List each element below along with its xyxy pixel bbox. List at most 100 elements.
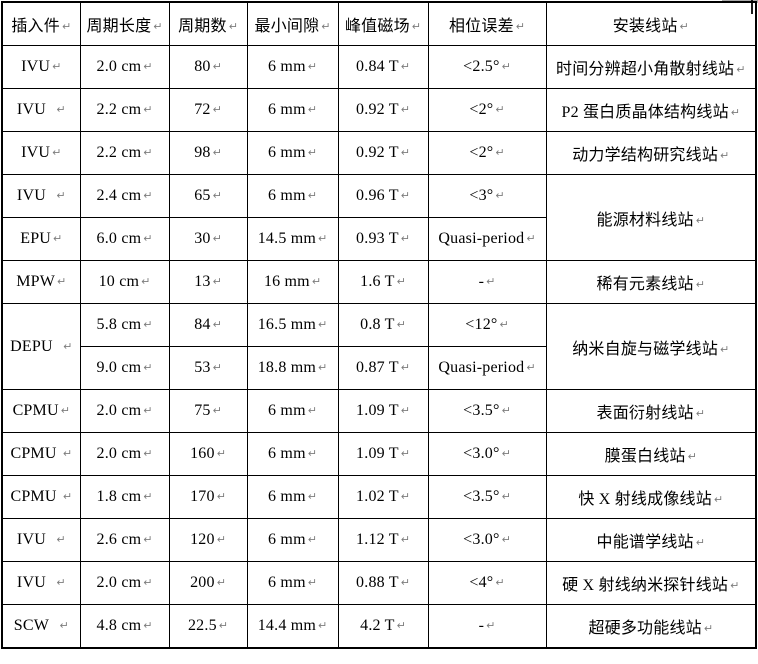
cell-min-gap: 6 mm ↵ [246,88,339,132]
cell-text: 1.8 cm [96,488,142,505]
cell-text: 0.84 T [356,58,399,75]
cell-peak-field: 0.88 T ↵ [337,561,429,605]
end-of-cell-mark-icon: ↵ [143,404,153,417]
cell-text: 5.8 cm [96,316,142,333]
end-of-cell-mark-icon: ↵ [216,576,226,589]
end-of-cell-mark-icon: ↵ [52,146,62,159]
cell-period-count: 170 ↵ [168,475,248,519]
cell-peak-field: 1.02 T ↵ [337,475,429,519]
header-peak-field: 峰值磁场 ↵ [337,1,429,46]
cell-period-length: 10 cm ↵ [79,260,170,304]
table-row: 9.0 cm ↵ 53 ↵ 18.8 mm ↵ 0.87 T ↵ Quasi-period ↵ [2,346,756,390]
cell-text: DEPU [10,337,62,355]
end-of-cell-mark-icon: ↵ [695,536,705,549]
end-of-cell-mark-icon: ↵ [720,149,730,162]
end-of-cell-mark-icon: ↵ [679,20,689,33]
table-row: IVU ↵ 2.6 cm ↵ 120 ↵ 6 mm ↵ 1.12 T ↵ <3.0° ↵ 中能谱学线站… [1,518,757,562]
header-label: 峰值磁场 [344,18,410,35]
cell-text: 22.5 [187,617,217,634]
header-label: 相位误差 [448,18,514,35]
end-of-cell-mark-icon: ↵ [495,576,505,589]
end-of-cell-mark-icon: ↵ [52,60,62,73]
cell-min-gap: 18.8 mm ↵ [246,346,339,390]
cell-beamline: 表面衍射线站 ↵ [545,389,757,433]
cell-text: <3.5° [463,402,500,419]
cell-text: IVU [16,531,55,548]
cell-period-length: 1.8 cm ↵ [79,475,170,519]
cell-text: - [478,617,485,634]
end-of-cell-mark-icon: ↵ [143,490,153,503]
cell-text: 1.09 T [356,402,399,419]
cell-text: IVU [21,58,51,75]
end-of-cell-mark-icon: ↵ [411,20,422,33]
cell-text: 0.92 T [356,101,399,118]
header-insert-device: 插入件 ↵ [1,1,81,46]
cell-text: 18.8 mm [257,359,317,376]
cell-phase-error: <4° ↵ [427,561,547,605]
cell-text: IVU [16,187,55,204]
cell-text: 6 mm [268,58,306,75]
end-of-cell-mark-icon: ↵ [695,278,705,291]
cell-text: 16.5 mm [257,316,317,333]
end-of-cell-mark-icon: ↵ [400,447,410,460]
end-of-cell-mark-icon: ↵ [400,404,410,417]
end-of-cell-mark-icon: ↵ [59,619,69,632]
end-of-cell-mark-icon: ↵ [695,213,705,227]
cell-min-gap: 6 mm ↵ [246,131,339,175]
end-of-cell-mark-icon: ↵ [143,318,153,331]
end-of-cell-mark-icon: ↵ [515,20,526,33]
cell-text: 稀有元素线站 [596,276,694,293]
end-of-cell-mark-icon: ↵ [501,533,511,546]
cell-text: CPMU [10,445,61,462]
cell-period-count: 72 ↵ [168,88,248,132]
cell-insert-device: DEPU ↵ [1,303,81,390]
cell-peak-field: 0.92 T ↵ [337,88,429,132]
end-of-cell-mark-icon: ↵ [396,275,406,288]
end-of-cell-mark-icon: ↵ [311,275,322,288]
end-of-cell-mark-icon: ↵ [216,447,226,460]
end-of-cell-mark-icon: ↵ [143,232,153,245]
header-period-length: 周期长度 ↵ [79,1,170,46]
end-of-cell-mark-icon: ↵ [526,361,536,374]
cell-phase-error: <3.5° ↵ [427,389,547,433]
cell-text: 4.8 cm [96,617,142,634]
end-of-cell-mark-icon: ↵ [228,20,238,33]
insertion-devices-table: 插入件 ↵ 周期长度 ↵ 周期数 ↵ 最小间隙 ↵ 峰值磁场 ↵ 相位误差 ↵ 安装线站 ↵ … [1,1,757,649]
cell-insert-device: CPMU ↵ [1,432,81,476]
cell-text: 6 mm [268,574,306,591]
end-of-cell-mark-icon: ↵ [736,63,746,76]
end-of-cell-mark-icon: ↵ [501,447,511,460]
end-of-cell-mark-icon: ↵ [307,404,317,417]
cell-text: 160 [190,445,215,462]
cell-text: 0.87 T [356,359,399,376]
cell-text: 80 [194,58,211,75]
cell-insert-device: IVU ↵ [1,518,81,562]
cell-text: 1.09 T [356,445,399,462]
end-of-cell-mark-icon: ↵ [400,146,410,159]
cell-text: IVU [16,574,55,591]
table-row: DEPU ↵ 5.8 cm ↵ 84 ↵ 16.5 mm ↵ 0.8 T ↵ <12° ↵ 纳米自旋与… [1,303,757,390]
end-of-cell-mark-icon: ↵ [501,60,511,73]
cell-beamline: 中能谱学线站 ↵ [545,518,757,562]
cell-phase-error: <12° ↵ [427,303,547,347]
cell-period-length: 2.0 cm ↵ [79,432,170,476]
cell-text: 超硬多功能线站 [588,620,702,637]
cell-text: 0.8 T [360,316,395,333]
cell-text: 170 [190,488,215,505]
end-of-cell-mark-icon: ↵ [486,619,496,632]
cell-beamline: 能源材料线站 ↵ [545,174,757,261]
cell-phase-error: - ↵ [427,604,547,649]
end-of-cell-mark-icon: ↵ [400,103,410,116]
cell-period-length: 2.6 cm ↵ [79,518,170,562]
end-of-cell-mark-icon: ↵ [141,275,151,288]
table-row: CPMU ↵ 1.8 cm ↵ 170 ↵ 6 mm ↵ 1.02 T ↵ <3.5° ↵ 快 X 射… [1,475,757,519]
cell-phase-error: <3.5° ↵ [427,475,547,519]
cell-text: 2.2 cm [96,144,142,161]
cell-beamline: 时间分辨超小角散射线站 ↵ [545,45,757,89]
cell-text: 0.96 T [356,187,399,204]
cell-min-gap: 16 mm ↵ [246,260,339,304]
end-of-cell-mark-icon: ↵ [501,490,511,503]
cell-text: 6 mm [268,101,306,118]
end-of-cell-mark-icon: ↵ [400,189,410,202]
cell-text: 9.0 cm [96,359,142,376]
